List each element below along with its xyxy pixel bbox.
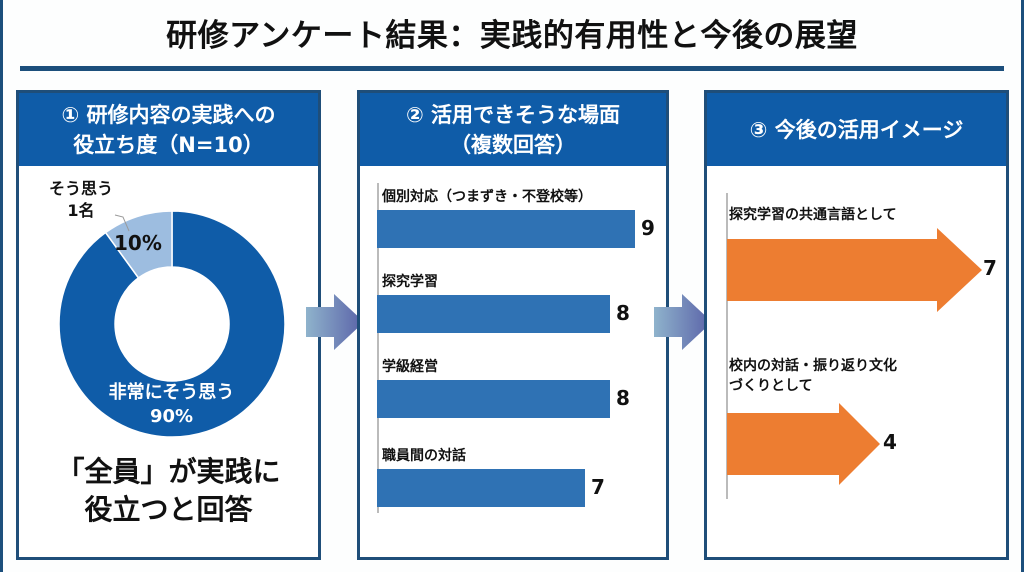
arrow-label: 校内の対話・振り返り文化 づくりとして [729,356,897,396]
donut-slice-agree [104,210,173,279]
bar-value: 8 [616,386,630,410]
panel-future-use-header-text: ③ 今後の活用イメージ [749,117,964,142]
bar [377,380,610,418]
donut-chart [58,210,286,438]
summary-statement: 「全員」が実践に 役立つと回答 [19,453,318,529]
arrow-value: 7 [983,256,997,280]
panel-usefulness-header-line2: 役立ち度（N=10） [73,132,264,157]
arrow-value: 4 [883,430,897,454]
bar-label: 職員間の対話 [382,448,466,464]
arrow-axis [726,193,728,499]
bar-label: 学級経営 [382,359,438,375]
donut-label-strongly-agree: 非常にそう思う 90% [19,381,324,429]
orange-arrow-bar [727,403,880,485]
callout-agree-label: そう思う [48,179,113,198]
bar-label: 探究学習 [382,274,438,290]
panel-use-scenes-header-line2: （複数回答） [450,132,576,157]
bar [377,210,635,248]
donut-slice-strongly-agree [58,210,286,438]
bar [377,469,585,507]
panel-usefulness-header: ① 研修内容の実践への 役立ち度（N=10） [19,93,318,166]
summary-line-2: 役立つと回答 [84,493,253,526]
orange-arrow-bar [727,228,982,312]
bar-value: 7 [591,475,605,499]
callout-leader-line [114,214,130,232]
panel-use-scenes: ② 活用できそうな場面 （複数回答） 個別対応（つまずき・不登校等） 9 探究学… [357,90,669,560]
donut-label-strongly-agree-text: 非常にそう思う [108,382,235,403]
arrow-label-line2: づくりとして [729,378,813,394]
bar-value: 8 [616,301,630,325]
panel-future-use: ③ 今後の活用イメージ 探究学習の共通言語として 7 校内の対話・振り返り文化 … [704,90,1009,560]
bar-value: 9 [641,216,655,240]
donut-label-strongly-agree-pct: 90% [149,406,194,427]
flow-arrow-icon [306,294,364,350]
bar-label: 個別対応（つまずき・不登校等） [382,189,592,205]
panel-usefulness: ① 研修内容の実践への 役立ち度（N=10） そう思う 1名 10% 非常にそう… [16,90,321,560]
arrow-label-line1: 探究学習の共通言語として [729,207,897,223]
panel-use-scenes-header-line1: ② 活用できそうな場面 [405,102,621,127]
panel-use-scenes-header: ② 活用できそうな場面 （複数回答） [360,93,666,166]
callout-agree: そう思う 1名 [41,178,121,222]
summary-line-1: 「全員」が実践に [56,455,281,488]
callout-agree-count: 1名 [67,201,95,220]
slide-title: 研修アンケート結果：実践的有用性と今後の展望 [166,18,858,54]
arrow-label: 探究学習の共通言語として [729,205,897,225]
donut-pct-agree: 10% [114,231,162,255]
panel-future-use-header: ③ 今後の活用イメージ [707,93,1006,166]
title-divider [20,66,1004,71]
bar [377,295,610,333]
panel-usefulness-header-line1: ① 研修内容の実践への [61,102,276,127]
flow-arrow-icon [654,294,712,350]
arrow-label-line1: 校内の対話・振り返り文化 [729,358,897,374]
bar-axis [377,183,379,513]
